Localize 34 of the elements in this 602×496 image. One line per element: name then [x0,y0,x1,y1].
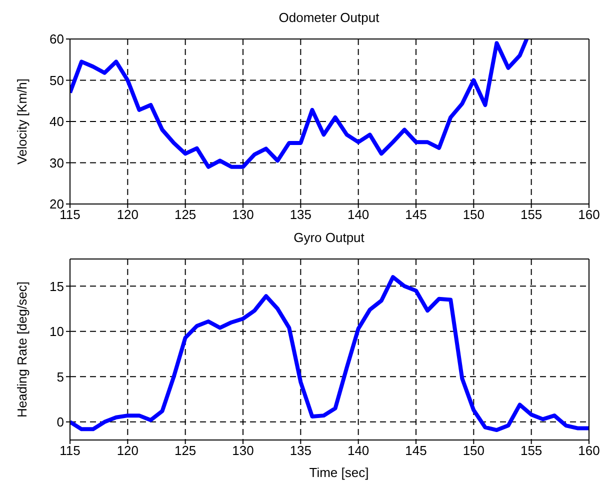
y-tick-label: 60 [50,32,64,47]
x-tick-label: 140 [347,207,370,222]
chart-title: Odometer Output [278,9,380,27]
x-tick-label: 150 [462,443,485,458]
x-tick-label: 120 [116,443,139,458]
x-tick-label: 145 [405,443,427,458]
x-tick-label: 135 [290,443,312,458]
x-axis-title: Time [sec] [308,464,370,482]
y-tick-label: 30 [50,155,64,170]
y-tick-label: 5 [56,369,64,384]
x-tick-label: 130 [232,207,254,222]
y-tick-label: 10 [50,324,64,340]
y-tick-label: 40 [50,114,64,130]
x-tick-label: 125 [174,443,196,458]
x-tick-label: 125 [174,207,196,222]
x-tick-label: 135 [290,207,312,222]
chart-title: Gyro Output [292,229,366,247]
x-tick-label: 115 [60,443,80,458]
y-axis-title: Velocity [Km/h] [14,78,30,164]
y-tick-label: 0 [56,414,64,430]
line-series [70,39,529,169]
x-tick-label: 155 [520,443,542,458]
x-tick-label: 160 [578,443,600,458]
x-tick-label: 140 [347,443,370,458]
y-tick-label: 50 [50,72,64,88]
line-series [70,275,589,432]
x-tick-label: 150 [462,207,485,222]
y-axis-title: Heading Rate [deg/sec] [14,282,30,418]
x-tick-label: 160 [578,207,600,222]
x-tick-label: 145 [405,207,427,222]
x-tick-label: 130 [232,443,254,458]
y-tick-label: 15 [50,278,64,294]
x-tick-label: 155 [520,207,542,222]
x-tick-label: 120 [116,207,139,222]
